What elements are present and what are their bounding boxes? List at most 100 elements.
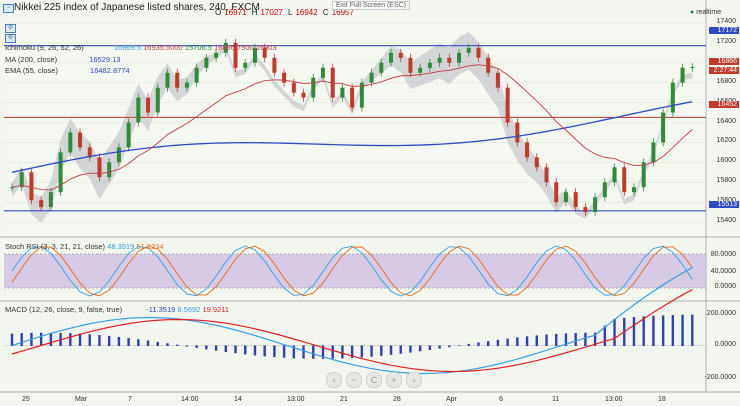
ma-legend[interactable]: MA (200, close) 16529.13 xyxy=(5,55,121,64)
stoch-legend[interactable]: Stoch RSI (3, 3, 21, 21, close) 48.3919 … xyxy=(5,242,164,251)
candle xyxy=(583,207,588,213)
zoom-in-button[interactable]: + xyxy=(386,372,402,388)
ohlc-readout: O 16971 H 17027 L 16942 C 16957 xyxy=(215,8,354,17)
macd-histogram-bar xyxy=(156,341,159,346)
macd-histogram-bar xyxy=(380,345,383,356)
macd-histogram-bar xyxy=(506,338,509,346)
candle xyxy=(457,52,462,63)
candle xyxy=(602,182,607,198)
time-tick-label: 7 xyxy=(128,396,132,403)
candle xyxy=(389,52,394,63)
macd-histogram-bar xyxy=(282,345,286,358)
macd-histogram-bar xyxy=(214,345,218,351)
candle xyxy=(39,200,44,208)
candle xyxy=(612,167,617,183)
candle xyxy=(466,47,471,53)
time-tick-label: 21 xyxy=(340,396,348,403)
candle xyxy=(379,62,384,73)
settings-icon[interactable]: ⚙ xyxy=(5,24,16,33)
candle xyxy=(68,132,73,153)
macd-histogram-bar xyxy=(360,345,364,358)
candle xyxy=(651,142,656,163)
candle xyxy=(554,182,559,203)
time-tick-label: 25 xyxy=(22,396,30,403)
macd-histogram-bar xyxy=(661,315,665,346)
level-badge-top: 17172 xyxy=(709,27,739,34)
macd-histogram-bar xyxy=(341,345,344,359)
collapse-icon[interactable]: − xyxy=(3,4,14,13)
scroll-left-button[interactable]: ‹ xyxy=(326,372,342,388)
macd-histogram-bar xyxy=(593,332,597,346)
macd-histogram-bar xyxy=(399,345,402,354)
macd-histogram-bar xyxy=(457,345,461,346)
candle xyxy=(146,97,151,113)
candle xyxy=(311,77,316,98)
macd-histogram-bar xyxy=(292,345,296,359)
candle xyxy=(301,92,306,98)
stoch-tick-label: 40.0000 xyxy=(710,268,736,275)
candle xyxy=(515,122,520,143)
macd-histogram-bar xyxy=(681,314,684,346)
macd-histogram-bar xyxy=(428,345,432,351)
price-tick-label: 15400 xyxy=(716,217,736,225)
macd-histogram-bar xyxy=(671,315,675,346)
price-tick-label: 16200 xyxy=(716,137,736,145)
candle xyxy=(184,82,189,88)
stoch-tick-label: 80.0000 xyxy=(710,251,736,258)
candle xyxy=(155,87,160,113)
candle xyxy=(272,57,277,73)
macd-histogram-bar xyxy=(117,336,121,346)
macd-tick-label: -200.0000 xyxy=(704,374,736,381)
stoch-band xyxy=(4,254,706,288)
candle xyxy=(437,57,442,63)
macd-histogram-bar xyxy=(691,314,694,346)
zoom-controls: ‹ − C + › xyxy=(326,372,422,388)
candle xyxy=(563,192,568,203)
candle xyxy=(243,62,248,68)
macd-histogram-bar xyxy=(574,332,577,346)
ichimoku-legend[interactable]: Ichimoku (9, 26, 52, 26) 16969.5 16935.5… xyxy=(5,43,277,52)
macd-histogram-bar xyxy=(486,341,490,346)
level-badge-low: 15513 xyxy=(709,201,739,208)
stoch-k-line xyxy=(11,245,693,297)
macd-histogram-bar xyxy=(350,345,354,359)
macd-histogram-bar xyxy=(409,345,412,353)
macd-histogram-bar xyxy=(78,333,82,346)
candle xyxy=(631,187,636,193)
price-tick-label: 16400 xyxy=(716,117,736,125)
current-price-badge: 16866 xyxy=(709,58,739,65)
macd-histogram-bar xyxy=(195,345,198,349)
macd-histogram-bar xyxy=(545,334,548,346)
macd-histogram-bar xyxy=(244,345,247,355)
macd-histogram-bar xyxy=(642,316,645,346)
macd-legend[interactable]: MACD (12, 26, close, 9, false, true) -11… xyxy=(5,305,229,314)
exit-fullscreen-button[interactable]: Exit Full Screen (ESC) xyxy=(332,1,411,10)
candle xyxy=(447,57,452,63)
candle xyxy=(593,197,598,213)
ema-legend[interactable]: EMA (55, close) 16482.8774 xyxy=(5,66,130,75)
candle xyxy=(204,57,209,68)
settings-icon[interactable]: ⚙ xyxy=(5,34,16,43)
candle xyxy=(291,82,296,93)
reset-zoom-button[interactable]: C xyxy=(366,372,382,388)
macd-histogram-bar xyxy=(477,342,480,346)
time-tick-label: Mar xyxy=(75,396,88,403)
macd-histogram-bar xyxy=(224,345,228,353)
candle xyxy=(87,147,92,158)
candle xyxy=(544,167,549,183)
price-tick-label: 17200 xyxy=(716,37,736,45)
price-tick-label: 17400 xyxy=(716,17,736,25)
macd-histogram-bar xyxy=(88,334,91,346)
candle xyxy=(233,42,238,68)
candle xyxy=(670,82,675,113)
price-tick-label: 16000 xyxy=(716,157,736,165)
macd-histogram-bar xyxy=(302,345,305,359)
scroll-right-button[interactable]: › xyxy=(406,372,422,388)
macd-histogram-bar xyxy=(525,336,529,346)
candle xyxy=(19,172,24,188)
candle xyxy=(486,57,491,73)
candle xyxy=(10,187,14,189)
zoom-out-button[interactable]: − xyxy=(346,372,362,388)
macd-histogram-bar xyxy=(176,344,179,346)
